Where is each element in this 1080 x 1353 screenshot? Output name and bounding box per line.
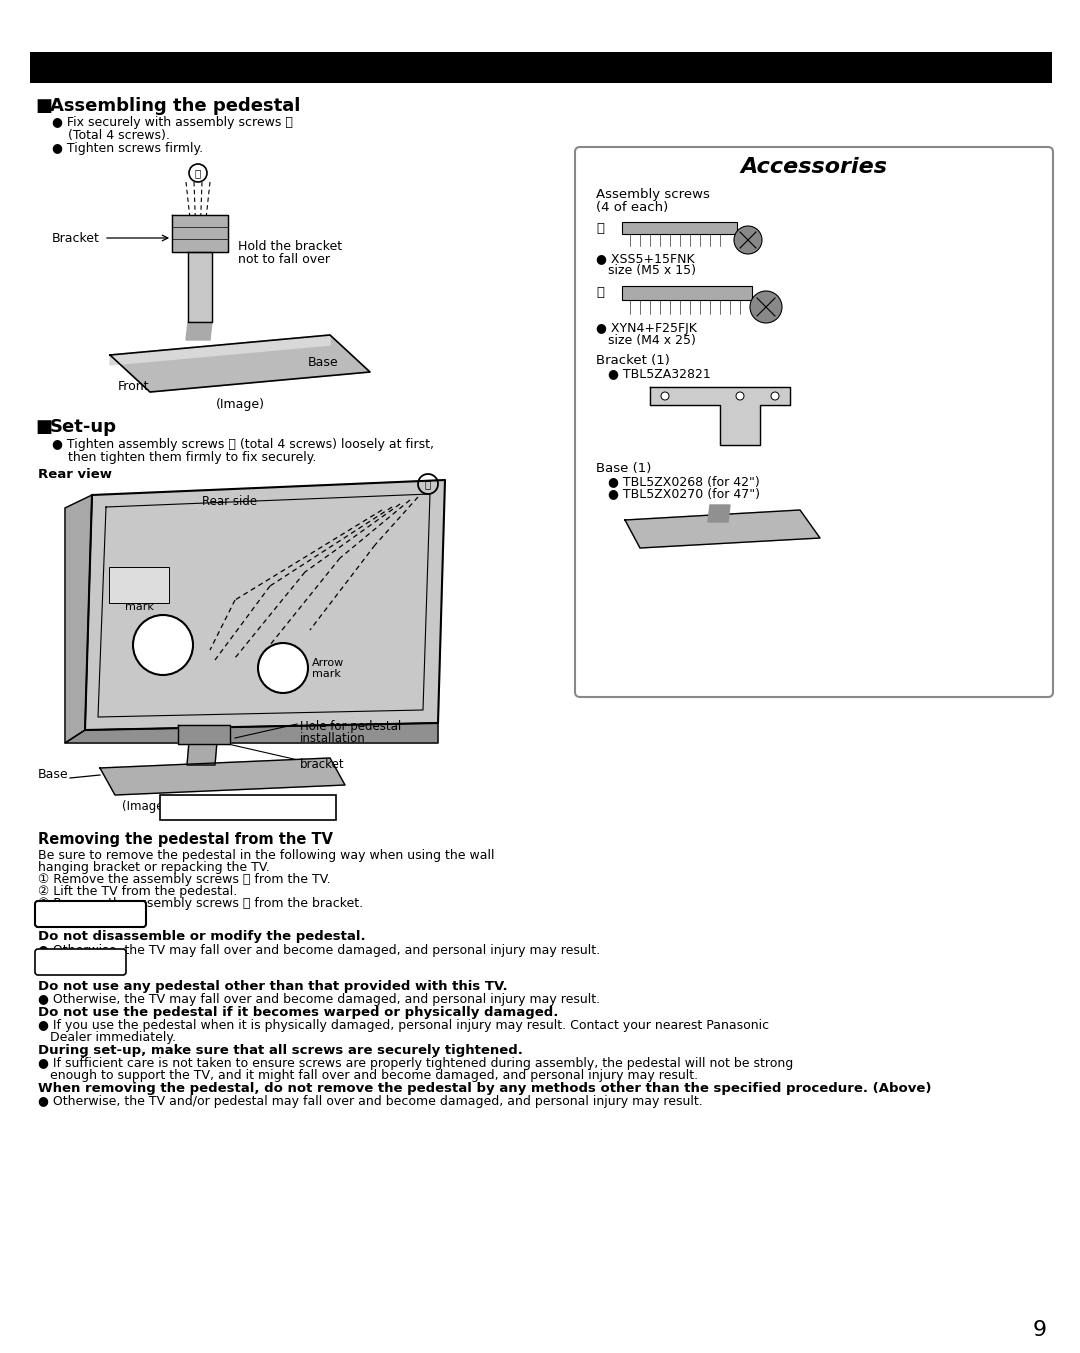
FancyBboxPatch shape xyxy=(575,147,1053,697)
Text: Base: Base xyxy=(38,769,68,782)
Text: 9: 9 xyxy=(1032,1321,1048,1339)
Polygon shape xyxy=(708,505,730,522)
Text: Ⓑ: Ⓑ xyxy=(424,479,431,488)
Text: ● TBL5ZA32821: ● TBL5ZA32821 xyxy=(608,367,711,380)
Bar xyxy=(622,285,752,300)
Text: not to fall over: not to fall over xyxy=(238,253,330,267)
Polygon shape xyxy=(100,758,345,796)
Polygon shape xyxy=(110,336,370,392)
Text: enough to support the TV, and it might fall over and become damaged, and persona: enough to support the TV, and it might f… xyxy=(38,1069,698,1082)
Text: When removing the pedestal, do not remove the pedestal by any methods other than: When removing the pedestal, do not remov… xyxy=(38,1082,931,1095)
FancyBboxPatch shape xyxy=(109,567,168,603)
Text: then tighten them firmly to fix securely.: then tighten them firmly to fix securely… xyxy=(68,451,316,464)
Text: ● XSS5+15FNK: ● XSS5+15FNK xyxy=(596,252,694,265)
Text: size (M5 x 15): size (M5 x 15) xyxy=(596,264,696,277)
Text: Arrow
mark: Arrow mark xyxy=(123,590,156,613)
Text: Accessories: Accessories xyxy=(741,157,888,177)
Text: (Image): (Image) xyxy=(122,800,168,813)
Polygon shape xyxy=(65,495,92,743)
Circle shape xyxy=(771,392,779,400)
Text: ③ Remove the assembly screws ⒢ from the bracket.: ③ Remove the assembly screws ⒢ from the … xyxy=(38,897,363,911)
Text: Set-up: Set-up xyxy=(50,418,117,436)
Text: Arrow: Arrow xyxy=(312,658,345,668)
Text: ⒢: ⒢ xyxy=(596,222,604,235)
Polygon shape xyxy=(65,723,438,743)
Bar xyxy=(622,222,737,234)
Text: Base: Base xyxy=(308,356,339,369)
Text: ● Otherwise, the TV and/or pedestal may fall over and become damaged, and person: ● Otherwise, the TV and/or pedestal may … xyxy=(38,1095,703,1108)
Text: Rear view: Rear view xyxy=(38,468,112,482)
Text: ● Otherwise, the TV may fall over and become damaged, and personal injury may re: ● Otherwise, the TV may fall over and be… xyxy=(38,944,600,957)
Text: Hold the bracket: Hold the bracket xyxy=(238,239,342,253)
Text: Bracket: Bracket xyxy=(52,231,100,245)
Text: Do not disassemble or modify the pedestal.: Do not disassemble or modify the pedesta… xyxy=(38,930,366,943)
Text: ■: ■ xyxy=(35,418,52,436)
Polygon shape xyxy=(178,725,230,744)
Circle shape xyxy=(750,291,782,323)
Circle shape xyxy=(734,226,762,254)
Text: ● Otherwise, the TV may fall over and become damaged, and personal injury may re: ● Otherwise, the TV may fall over and be… xyxy=(38,993,600,1007)
Polygon shape xyxy=(625,510,820,548)
Text: (4 of each): (4 of each) xyxy=(596,202,669,214)
Text: installation: installation xyxy=(300,732,366,746)
Polygon shape xyxy=(650,387,789,445)
Text: Be sure to remove the pedestal in the following way when using the wall: Be sure to remove the pedestal in the fo… xyxy=(38,848,495,862)
Text: Work on a flat surface: Work on a flat surface xyxy=(184,804,313,816)
Bar xyxy=(30,51,1052,83)
Circle shape xyxy=(661,392,669,400)
Text: ● XYN4+F25FJK: ● XYN4+F25FJK xyxy=(596,322,697,336)
Text: ● TBL5ZX0268 (for 42"): ● TBL5ZX0268 (for 42") xyxy=(608,475,759,488)
Text: (Total 4 screws).: (Total 4 screws). xyxy=(68,129,170,142)
Text: WARNING: WARNING xyxy=(56,909,124,923)
Text: Do not use the pedestal if it becomes warped or physically damaged.: Do not use the pedestal if it becomes wa… xyxy=(38,1007,558,1019)
Text: ① Remove the assembly screws Ⓑ from the TV.: ① Remove the assembly screws Ⓑ from the … xyxy=(38,873,330,886)
Text: ● Tighten assembly screws Ⓑ (total 4 screws) loosely at first,: ● Tighten assembly screws Ⓑ (total 4 scr… xyxy=(52,438,434,451)
Text: Ⓑ: Ⓑ xyxy=(596,285,604,299)
Text: ● Tighten screws firmly.: ● Tighten screws firmly. xyxy=(52,142,203,156)
Text: ■: ■ xyxy=(35,97,52,115)
Text: Removing the pedestal from the TV: Removing the pedestal from the TV xyxy=(38,832,333,847)
Text: mark: mark xyxy=(312,668,341,679)
Text: During set-up, make sure that all screws are securely tightened.: During set-up, make sure that all screws… xyxy=(38,1045,523,1057)
Polygon shape xyxy=(188,252,212,322)
Text: size (M4 x 25): size (M4 x 25) xyxy=(596,334,696,346)
Text: ● Fix securely with assembly screws ⒢: ● Fix securely with assembly screws ⒢ xyxy=(52,116,293,129)
Text: ● If you use the pedestal when it is physically damaged, personal injury may res: ● If you use the pedestal when it is phy… xyxy=(38,1019,769,1032)
Text: Dealer immediately.: Dealer immediately. xyxy=(38,1031,176,1045)
Text: ● If sufficient care is not taken to ensure screws are properly tightened during: ● If sufficient care is not taken to ens… xyxy=(38,1057,793,1070)
Text: Front: Front xyxy=(118,380,149,392)
Polygon shape xyxy=(110,336,330,365)
Polygon shape xyxy=(172,215,228,252)
Text: Assembly screws: Assembly screws xyxy=(596,188,710,202)
Text: Bracket (1): Bracket (1) xyxy=(596,354,670,367)
Text: ② Lift the TV from the pedestal.: ② Lift the TV from the pedestal. xyxy=(38,885,238,898)
Text: Caution: Caution xyxy=(56,958,104,970)
Text: ● TBL5ZX0270 (for 47"): ● TBL5ZX0270 (for 47") xyxy=(608,487,760,501)
Text: Base (1): Base (1) xyxy=(596,461,651,475)
Text: hanging bracket or repacking the TV.: hanging bracket or repacking the TV. xyxy=(38,861,270,874)
FancyBboxPatch shape xyxy=(160,796,336,820)
FancyBboxPatch shape xyxy=(35,948,126,976)
Text: Rear side: Rear side xyxy=(202,495,257,507)
Circle shape xyxy=(133,616,193,675)
Polygon shape xyxy=(85,480,445,731)
Text: bracket: bracket xyxy=(300,758,345,771)
Text: Hole for pedestal: Hole for pedestal xyxy=(300,720,402,733)
Text: Assembling the pedestal: Assembling the pedestal xyxy=(50,97,300,115)
Circle shape xyxy=(258,643,308,693)
Text: (Image): (Image) xyxy=(216,398,265,411)
Text: Attaching the pedestal to TV: Attaching the pedestal to TV xyxy=(400,60,683,77)
Polygon shape xyxy=(186,322,212,340)
Circle shape xyxy=(735,392,744,400)
Text: Do not use any pedestal other than that provided with this TV.: Do not use any pedestal other than that … xyxy=(38,980,508,993)
Polygon shape xyxy=(187,731,218,764)
Text: ⒢: ⒢ xyxy=(194,168,201,179)
FancyBboxPatch shape xyxy=(35,901,146,927)
